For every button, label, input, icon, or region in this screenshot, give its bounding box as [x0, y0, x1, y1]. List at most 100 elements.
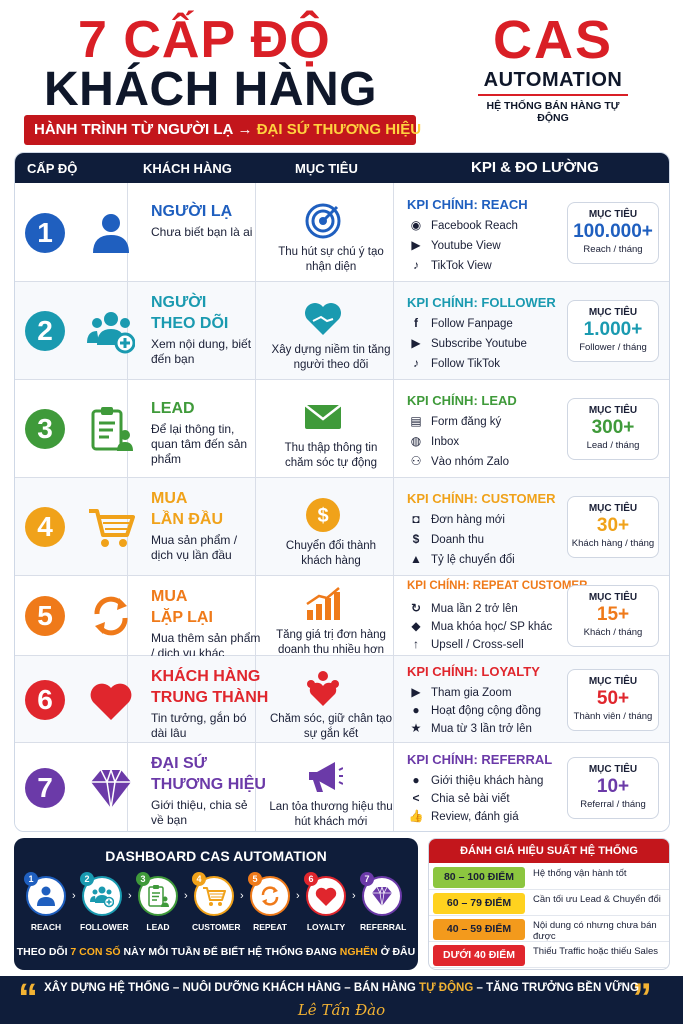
kpi-item-label: Review, đánh giá — [431, 810, 519, 823]
facebook-icon: f — [414, 316, 418, 330]
column-divider — [255, 282, 256, 379]
envelope-icon — [303, 397, 343, 437]
column-divider — [393, 183, 394, 281]
dashboard-panel: DASHBOARD CAS AUTOMATION 1 REACH › 2 FOLLOWE… — [14, 838, 418, 970]
svg-text:$: $ — [317, 505, 328, 527]
customer-level-name: NGƯỜI — [151, 294, 207, 311]
level-number: 3 — [25, 409, 65, 449]
tag-icon: ◆ — [411, 619, 421, 633]
customer-description: Xem nội dung, biết đến bạn — [151, 337, 252, 366]
kpi-title: KPI CHÍNH: REPEAT CUSTOMER — [407, 580, 588, 592]
target-unit: Lead / tháng — [586, 440, 640, 451]
thumbs-up-icon: 👍 — [408, 808, 424, 823]
kpi-item: f Follow Fanpage — [407, 315, 513, 331]
kpi-item-label: Follow Fanpage — [431, 318, 513, 330]
chart-icon: ▲ — [410, 552, 422, 566]
level-number: 2 — [25, 311, 65, 351]
customer-description: Để lại thông tin, quan tâm đến sản phẩm — [151, 422, 248, 466]
table-row: 1 NGƯỜI LẠ Chưa biết bạn là ai Thu hút sự c… — [15, 183, 669, 282]
score-description: Thiếu Traffic hoặc thiếu Sales — [533, 946, 658, 957]
kpi-item: ◍ Inbox — [407, 433, 459, 449]
column-divider — [255, 380, 256, 477]
form-icon: ▤ — [410, 414, 422, 428]
target-label: MỤC TIÊU — [588, 592, 638, 603]
dashboard-step: 4 CUSTOMER — [192, 872, 241, 932]
goal-text: Xây dựng niềm tin tăng người theo dõi — [271, 344, 391, 371]
header: 7 CẤP ĐỘ KHÁCH HÀNG HÀNH TRÌNH TỪ NGƯỜI … — [0, 0, 683, 150]
kpi-item: 👍 Review, đánh giá — [407, 808, 519, 824]
customer-level-name: ĐẠI SỨ — [151, 755, 207, 772]
target-value: 30+ — [596, 515, 630, 536]
eye-icon: ◉ — [410, 217, 422, 232]
dashboard-step: 5 REPEAT — [248, 872, 292, 932]
kpi-item: ▶ Youtube View — [407, 237, 501, 253]
kpi-item: ● Giới thiệu khách hàng — [407, 772, 543, 788]
bag-icon: ◘ — [412, 512, 420, 526]
goal-text: Chuyển đổi thành khách hàng — [285, 540, 377, 567]
target-unit: Khách / tháng — [583, 627, 643, 638]
share-icon: < — [412, 790, 420, 805]
footer: “ ” XÂY DỰNG HỆ THỐNG – NUÔI DƯỠNG KHÁCH… — [0, 976, 683, 1024]
megaphone-icon — [303, 756, 344, 796]
kpi-item: ⚇ Vào nhóm Zalo — [407, 453, 509, 469]
chat-icon: ● — [412, 702, 420, 717]
kpi-title: KPI CHÍNH: LOYALTY — [407, 663, 540, 679]
title-line-1: 7 CẤP ĐỘ — [78, 11, 331, 69]
column-divider — [127, 743, 128, 831]
foot-a: THEO DÕI — [16, 946, 71, 958]
dashboard-step-label: REACH — [30, 922, 62, 932]
signature: Lê Tấn Đào — [297, 1001, 386, 1019]
column-divider — [393, 282, 394, 379]
kpi-item: $ Doanh thu — [407, 531, 484, 547]
repeat-icon: 5 — [248, 872, 290, 916]
star-icon: ★ — [410, 720, 422, 735]
messenger-icon: ◍ — [410, 434, 422, 448]
kpi-item-label: Youtube View — [431, 239, 501, 252]
slogan-3: – TĂNG TRƯỞNG BỀN VỮNG — [473, 982, 639, 994]
dashboard-step: 7 REFERRAL — [360, 872, 406, 932]
kpi-item-label: Hoạt động cộng đồng — [431, 704, 541, 717]
target-unit: Referral / tháng — [580, 798, 646, 810]
kpi-item-label: Mua từ 3 lần trở lên — [431, 722, 532, 735]
arrow-up-icon: ↑ — [413, 637, 419, 651]
foot-b: 7 CON SỐ — [70, 946, 121, 958]
dashboard-step: 3 LEAD — [136, 872, 180, 932]
goal-text: Chăm sóc, giữ chân tạo sự gắn kết — [269, 712, 393, 740]
dashboard-title: DASHBOARD CAS AUTOMATION — [105, 848, 327, 864]
score-description: Nội dung có nhưng chưa bán được — [533, 920, 657, 942]
kpi-item-label: Inbox — [431, 436, 460, 448]
kpi-title: KPI CHÍNH: LEAD — [407, 393, 517, 408]
column-divider — [127, 183, 128, 281]
dashboard-step: 6 LOYALTY — [304, 872, 348, 932]
score-range: DƯỚI 40 ĐIỂM — [433, 945, 525, 966]
heart-icon — [87, 676, 135, 724]
cart-icon: 4 — [192, 872, 234, 916]
evaluation-row: 60 – 79 ĐIỂM Cần tối ưu Lead & Chuyển đổi — [429, 891, 669, 916]
video-icon: ▶ — [411, 684, 421, 699]
score-range: 40 – 59 ĐIỂM — [433, 919, 525, 940]
diamond-icon: 7 — [360, 872, 402, 916]
step-number-badge: 6 — [304, 872, 318, 886]
column-divider — [393, 743, 394, 831]
kpi-item-label: Tỷ lệ chuyển đổi — [431, 554, 515, 566]
target-label: MỤC TIÊU — [588, 208, 638, 220]
target-value: 100.000+ — [573, 220, 653, 242]
person-icon: ● — [412, 772, 420, 787]
open-quote-icon: “ — [18, 976, 38, 1020]
evaluation-row: 40 – 59 ĐIỂM Nội dung có nhưng chưa bán đ… — [429, 917, 669, 942]
handshake-heart-icon — [303, 299, 343, 339]
kpi-item-label: Mua lần 2 trở lên — [431, 603, 518, 615]
group-add-icon: 2 — [80, 872, 122, 916]
target-box: MỤC TIÊU 1.000+ Follower / tháng — [567, 300, 659, 362]
kpi-item-label: Đơn hàng mới — [431, 514, 505, 526]
kpi-title: KPI CHÍNH: CUSTOMER — [407, 491, 556, 506]
step-number-badge: 4 — [192, 872, 206, 886]
kpi-item-label: Follow TikTok — [431, 358, 501, 370]
customer-level-name-2: LẦN ĐẦU — [151, 511, 223, 528]
kpi-item: ◆ Mua khóa học/ SP khác — [407, 618, 552, 634]
tiktok-icon: ♪ — [413, 356, 419, 370]
kpi-item: ♪ Follow TikTok — [407, 355, 500, 371]
customer-description: Giới thiệu, chia sẻ về bạn — [151, 798, 248, 827]
ribbon-prefix: HÀNH TRÌNH TỪ NGƯỜI LẠ → — [34, 121, 253, 138]
table-row: 2 NGƯỜI THEO DÕI Xem nội dung, biết đến bạn… — [15, 282, 669, 380]
